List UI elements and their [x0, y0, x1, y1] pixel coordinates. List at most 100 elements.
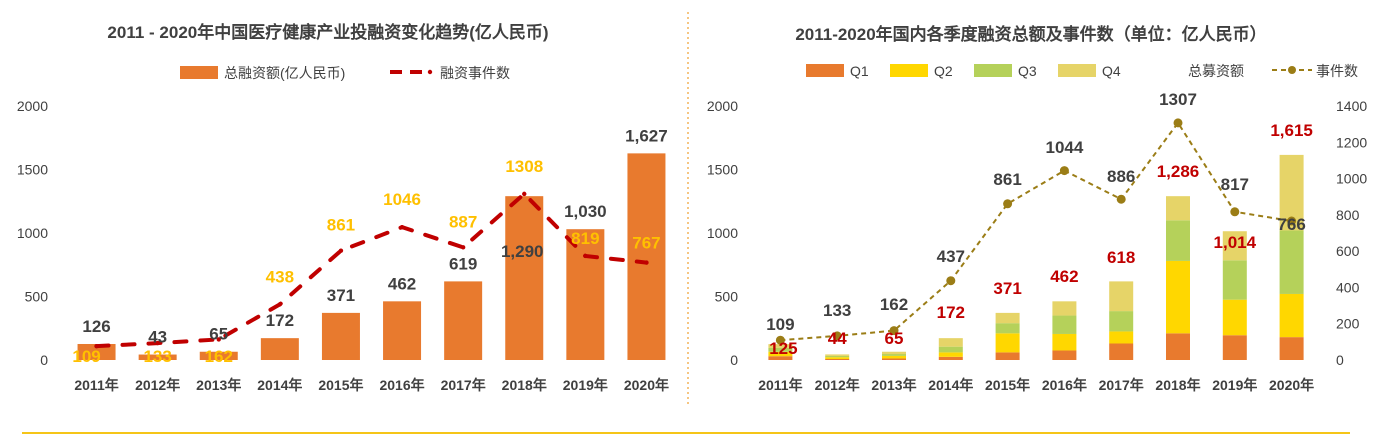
events-line-point	[1116, 194, 1126, 204]
bar-segment-q4	[1052, 301, 1077, 316]
legend-2: Q1 Q2 Q3 Q4 总募资额 事件数	[806, 63, 1358, 79]
line-series-1	[94, 191, 649, 349]
bar-segment-q4	[768, 344, 793, 348]
bar-segment-q2	[995, 333, 1020, 353]
events-value-label-2: 109	[766, 315, 794, 334]
y-tick-label-2: 0	[730, 352, 738, 368]
chart-title-1: 2011 - 2020年中国医疗健康产业投融资变化趋势(亿人民币)	[107, 22, 548, 42]
total-value-label-2: 65	[885, 329, 904, 348]
y-tick-label-1: 1500	[17, 162, 48, 178]
bar-segment-q3	[1166, 220, 1190, 261]
y2-tick-label-2: 400	[1336, 279, 1360, 295]
y-axis-ticks-2: 0 500 1000 1500 2000	[707, 98, 738, 368]
y-tick-label-2: 500	[715, 289, 739, 305]
bar-1	[505, 196, 544, 360]
x-tick-label-2: 2020年	[1269, 377, 1314, 393]
bar-labels-1: 126 43 65 172 371 462 619 1,290 1,030 1,627	[82, 126, 667, 346]
x-tick-label-1: 2015年	[318, 377, 363, 393]
bar-segment-q1	[825, 358, 850, 360]
bar-value-label-1: 126	[82, 317, 110, 336]
bar-segment-q1	[1052, 350, 1077, 360]
bar-value-label-1: 1,290	[501, 242, 544, 261]
bar-segment-q2	[1166, 260, 1190, 334]
bar-segment-q1	[1279, 337, 1304, 360]
x-tick-label-1: 2012年	[135, 377, 180, 393]
legend-swatch-q4	[1058, 64, 1096, 77]
x-tick-label-2: 2011年	[758, 377, 802, 393]
line-point-1	[644, 260, 649, 265]
bar-segment-q1	[768, 356, 793, 360]
bar-1	[321, 312, 360, 360]
bar-segment-q4	[995, 312, 1020, 324]
bar-segment-q2	[882, 355, 906, 359]
y2-tick-label-2: 200	[1336, 316, 1360, 332]
bar-segment-q4	[1166, 196, 1190, 221]
x-tick-label-1: 2019年	[563, 377, 608, 393]
bar-segment-q2	[768, 351, 793, 357]
events-line-path	[780, 121, 1292, 342]
legend-swatch-q1	[806, 64, 844, 77]
bar-value-label-1: 371	[327, 286, 355, 305]
legend-label-total: 总募资额	[1188, 63, 1244, 79]
bar-segment-q3	[825, 355, 850, 358]
y-tick-label-2: 1000	[707, 225, 738, 241]
line-value-label-1: 133	[143, 347, 171, 366]
events-line-point	[1287, 216, 1297, 226]
x-tick-label-1: 2011年	[74, 377, 118, 393]
line-point-1	[522, 191, 527, 197]
events-value-label-2: 817	[1221, 175, 1249, 194]
bar-segment-q2	[1279, 293, 1304, 338]
events-value-label-2: 766	[1277, 215, 1305, 234]
bar-segment-q2	[1109, 331, 1134, 344]
y-tick-label-1: 2000	[17, 98, 48, 114]
bar-segment-q1	[938, 356, 963, 360]
events-line-point	[889, 326, 899, 336]
x-tick-label-1: 2013年	[196, 377, 241, 393]
events-value-label-2: 1044	[1045, 138, 1083, 157]
legend-label-q4: Q4	[1102, 63, 1121, 79]
x-tick-label-2: 2014年	[928, 377, 973, 393]
bar-segment-q4	[882, 351, 906, 355]
x-tick-label-2: 2018年	[1155, 377, 1200, 393]
bar-1	[260, 338, 299, 360]
line-value-label-1: 162	[205, 347, 233, 366]
y2-tick-label-2: 800	[1336, 207, 1360, 223]
legend-swatch-q3	[974, 64, 1012, 77]
bar-value-label-1: 172	[266, 311, 294, 330]
y2-tick-label-2: 600	[1336, 243, 1360, 259]
line-value-label-1: 1046	[383, 190, 421, 209]
x-tick-label-2: 2016年	[1042, 377, 1087, 393]
y-axis-ticks-1: 0 500 1000 1500 2000	[17, 98, 48, 368]
y-tick-label-1: 1000	[17, 225, 48, 241]
chart-panel-funding-trend: 2011 - 2020年中国医疗健康产业投融资变化趋势(亿人民币) 总融资额(亿…	[17, 22, 669, 393]
line-value-label-1: 1308	[505, 157, 543, 176]
line-point-1	[583, 253, 588, 259]
legend-label-q3: Q3	[1018, 63, 1037, 79]
events-line-point	[1173, 118, 1183, 128]
legend-swatch-bar-1	[180, 66, 218, 79]
bar-segment-q3	[882, 354, 906, 356]
events-value-label-2: 886	[1107, 167, 1135, 186]
line-point-1	[277, 302, 283, 307]
events-line-point	[1003, 199, 1013, 209]
events-line-point	[775, 335, 785, 345]
x-tick-label-2: 2019年	[1212, 377, 1257, 393]
bar-value-label-1: 43	[148, 328, 167, 347]
bar-segment-q3	[1222, 260, 1247, 300]
total-value-label-2: 1,615	[1270, 121, 1313, 140]
chart-panel-quarterly: 2011-2020年国内各季度融资总额及事件数（单位：亿人民币） Q1 Q2 Q…	[707, 24, 1368, 393]
bar-segment-q3	[995, 323, 1020, 334]
legend-swatch-line-dot-1	[427, 69, 433, 75]
line-labels-2: 109 133 162 437 861 1044 886 1307 817 766	[766, 90, 1306, 334]
events-value-label-2: 861	[993, 170, 1021, 189]
events-line-point	[946, 276, 956, 286]
line-value-label-1: 767	[632, 234, 660, 253]
bar-segment-q1	[1222, 335, 1247, 360]
x-tick-label-2: 2013年	[871, 377, 916, 393]
events-value-label-2: 1307	[1159, 90, 1197, 109]
line-point-1	[155, 340, 160, 346]
bar-segment-q4	[938, 338, 963, 347]
total-value-label-2: 462	[1050, 267, 1078, 286]
bar-segment-q1	[995, 352, 1020, 360]
